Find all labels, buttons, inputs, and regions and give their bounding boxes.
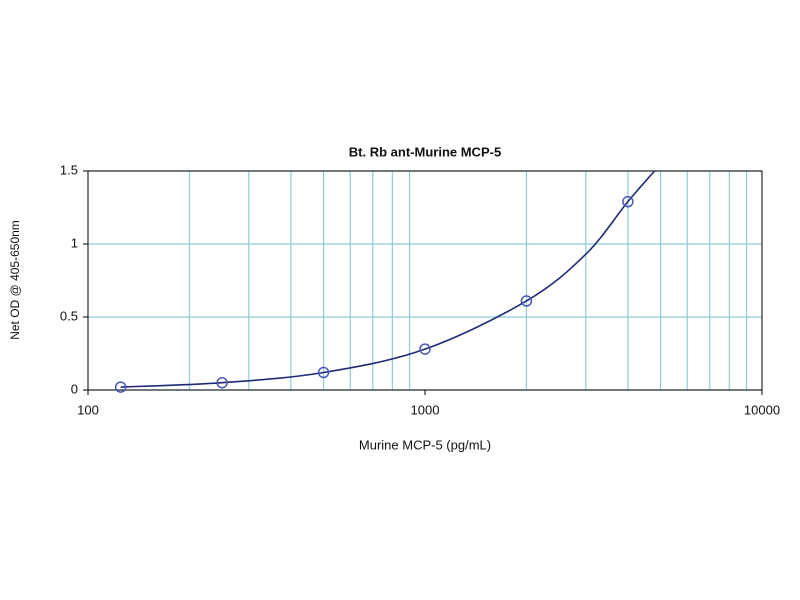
data-point bbox=[317, 366, 330, 379]
y-tick-label: 1.5 bbox=[60, 162, 78, 177]
y-tick-label: 1 bbox=[71, 235, 78, 250]
y-tick-label: 0.5 bbox=[60, 308, 78, 323]
y-axis-label: Net OD @ 405-650nm bbox=[8, 220, 22, 340]
data-point bbox=[114, 381, 127, 393]
data-point bbox=[419, 343, 431, 355]
fit-curve bbox=[120, 170, 656, 388]
plot-frame bbox=[87, 170, 763, 391]
y-tick-label: 0 bbox=[71, 381, 78, 396]
data-point bbox=[216, 376, 228, 389]
x-tick-label: 1000 bbox=[411, 402, 440, 417]
x-axis-label: Murine MCP-5 (pg/mL) bbox=[359, 437, 491, 452]
data-point bbox=[622, 195, 634, 208]
x-tick-label: 10000 bbox=[744, 402, 780, 417]
chart-title: Bt. Rb ant-Murine MCP-5 bbox=[349, 144, 501, 159]
data-point bbox=[520, 295, 533, 307]
x-tick-label: 100 bbox=[77, 402, 99, 417]
